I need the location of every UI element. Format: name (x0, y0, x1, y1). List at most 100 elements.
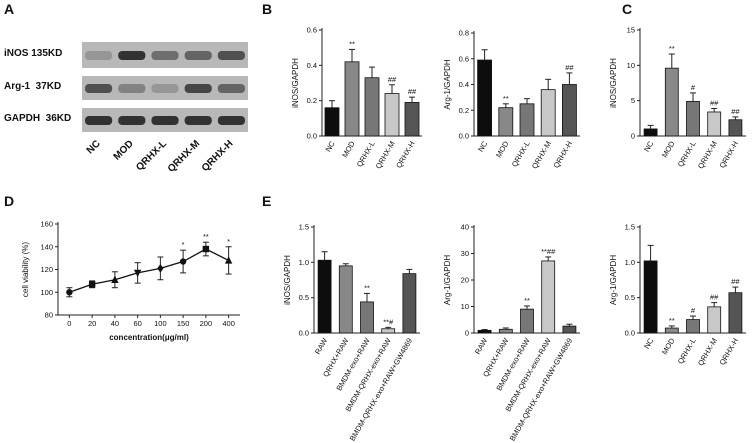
significance-marker: # (691, 306, 696, 315)
x-tick-label: MOD (660, 139, 677, 159)
blot-band (184, 116, 212, 125)
x-tick-label: NC (476, 139, 490, 153)
x-tick-label: QRHX-L (355, 140, 377, 169)
y-tick-label: 140 (40, 242, 53, 251)
significance-marker: # (691, 83, 696, 92)
bar (728, 119, 743, 137)
x-tick-label: MOD (660, 336, 677, 356)
blot-band (118, 116, 146, 125)
y-axis-label: iNOS/GAPDH (283, 255, 292, 305)
significance-marker: ## (731, 277, 740, 286)
y-tick-label: 0 (465, 329, 469, 338)
data-point (202, 245, 210, 253)
bar (360, 301, 374, 334)
y-tick-label: 1.5 (299, 223, 309, 232)
significance-marker: * (182, 240, 185, 249)
x-tick-label: 400 (222, 319, 235, 328)
bar (643, 260, 658, 334)
panel-label-e: E (262, 193, 271, 209)
bar (664, 327, 679, 334)
data-point (224, 256, 233, 264)
blot-band (184, 51, 212, 60)
significance-marker: * (227, 237, 230, 246)
bar (707, 111, 722, 137)
x-tick-label: 0 (67, 319, 71, 328)
bar (643, 128, 658, 137)
x-tick-label: QRHX-M (530, 140, 553, 171)
blot-band (151, 51, 179, 60)
bar (384, 93, 400, 137)
data-point (157, 264, 164, 273)
bar (541, 260, 556, 334)
blot-lane-label: MOD (112, 138, 136, 162)
x-tick-label: 20 (88, 319, 96, 328)
y-tick-label: 10 (461, 302, 469, 311)
x-tick-label: QRHX-L (510, 140, 532, 169)
y-tick-label: 30 (461, 249, 469, 258)
x-tick-label: QRHX-H (718, 337, 741, 367)
y-axis-label: Arg-1/GAPDH (609, 255, 618, 305)
x-tick-label: NC (642, 336, 656, 350)
significance-marker: ** (349, 39, 355, 48)
bar (562, 84, 577, 137)
bar (686, 100, 700, 137)
chart-d-cell-viability: 80 100 120 140 160 cell viability (%) 0 20 40 60 1… (21, 220, 240, 342)
data-point (133, 269, 142, 278)
blot-row-label-inos: iNOS 135KD (4, 48, 62, 59)
y-tick-label: 0.2 (459, 106, 469, 115)
y-tick-label: 160 (40, 220, 53, 229)
x-tick-label: QRHX-L (676, 337, 698, 366)
x-tick-label: 40 (111, 319, 119, 328)
panel-label-c: C (622, 1, 632, 17)
y-tick-label: 0.6 (307, 26, 317, 35)
x-tick-label: QRHX-H (552, 140, 575, 170)
significance-marker: ** (669, 44, 675, 53)
significance-marker: ** (503, 94, 509, 103)
significance-marker: ** (203, 232, 209, 241)
bar (404, 102, 420, 137)
significance-marker: ** (669, 316, 675, 325)
blot-band (118, 51, 146, 60)
x-tick-label: RAW (313, 336, 330, 356)
x-tick-label: RAW (473, 336, 490, 356)
bar (498, 107, 514, 137)
bar (519, 103, 535, 137)
chart-e-arg1-groups: 0.0 0.5 1.0 1.5 Arg-1/GAPDH NC MOD QRHX-LQRHX-M… (609, 223, 746, 367)
blot-band (85, 116, 113, 125)
blot-lane-label: NC (85, 138, 103, 156)
bar (728, 292, 743, 334)
x-tick-label: 150 (177, 319, 190, 328)
data-point (111, 275, 119, 283)
y-tick-label: 1.0 (299, 258, 309, 267)
x-tick-label: MOD (340, 139, 357, 159)
bar (344, 61, 360, 137)
western-blot: iNOS 135KD Arg-1 37KD GAPDH 36KD NC MODQR… (4, 42, 248, 175)
y-axis-label: iNOS/GAPDH (291, 58, 300, 108)
x-tick-label: 200 (200, 319, 213, 328)
significance-marker: ## (731, 107, 740, 116)
blot-band (85, 84, 113, 93)
bar (324, 107, 340, 137)
y-tick-label: 0.0 (299, 329, 309, 338)
panel-label-a: A (4, 1, 14, 17)
bar (540, 89, 556, 137)
bar (338, 265, 353, 334)
y-tick-label: 5 (631, 96, 635, 105)
x-tick-label: NC (642, 139, 656, 153)
blot-band (217, 84, 245, 93)
panel-label-b: B (262, 1, 272, 17)
bar (317, 259, 332, 334)
y-tick-label: 0.0 (459, 132, 469, 141)
bar (498, 328, 513, 334)
series-line (69, 248, 229, 293)
y-tick-label: 80 (45, 311, 53, 320)
y-tick-label: 0.6 (459, 54, 469, 63)
y-tick-label: 0.2 (307, 96, 317, 105)
bar (686, 319, 700, 334)
blot-band (217, 51, 245, 60)
chart-e-arg1: 010203040Arg-1/GAPDHRAWQRHX+RAWBMDM-exo+… (443, 223, 580, 443)
blot-band (151, 116, 179, 125)
